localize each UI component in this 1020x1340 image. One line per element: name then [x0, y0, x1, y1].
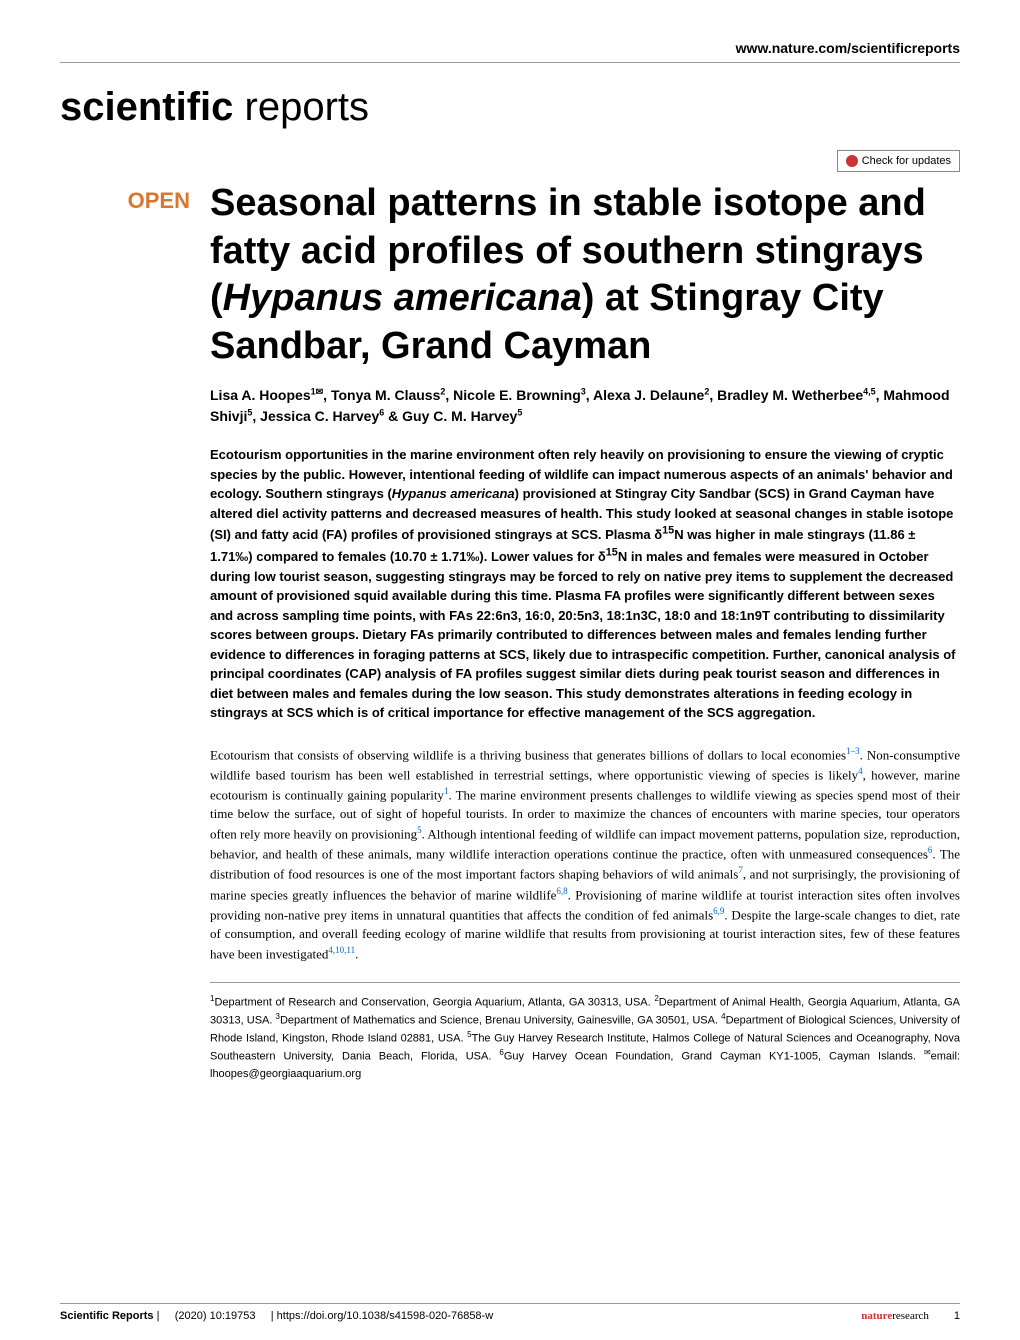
- authors: Lisa A. Hoopes1✉, Tonya M. Clauss2, Nico…: [210, 385, 960, 427]
- footer-cite-divider: |: [157, 1310, 160, 1322]
- page-number: 1: [954, 1310, 960, 1322]
- journal-title-light: reports: [233, 85, 369, 129]
- open-access-badge: OPEN: [60, 180, 190, 214]
- title-species: Hypanus americana: [223, 277, 582, 319]
- body-paragraph: Ecotourism that consists of observing wi…: [210, 745, 960, 964]
- updates-icon: [846, 155, 858, 167]
- footer-doi[interactable]: https://doi.org/10.1038/s41598-020-76858…: [277, 1310, 494, 1322]
- page-footer: Scientific Reports | (2020) 10:19753 | h…: [60, 1303, 960, 1322]
- check-updates-label: Check for updates: [862, 155, 951, 167]
- abstract-post: ) provisioned at Stingray City Sandbar (…: [210, 486, 956, 720]
- publisher-bold: nature: [861, 1310, 892, 1322]
- footer-citation: Scientific Reports | (2020) 10:19753 | h…: [60, 1310, 493, 1322]
- article-title: Seasonal patterns in stable isotope and …: [210, 180, 960, 370]
- footer-publisher: natureresearch 1: [861, 1310, 960, 1322]
- header-url: www.nature.com/scientificreports: [60, 40, 960, 56]
- publisher-light: research: [892, 1310, 929, 1322]
- abstract-species: Hypanus americana: [392, 486, 515, 501]
- footer-divider2: |: [271, 1310, 274, 1322]
- check-updates-button[interactable]: Check for updates: [837, 150, 960, 172]
- footer-journal: Scientific Reports: [60, 1310, 154, 1322]
- journal-title-bold: scientific: [60, 85, 233, 129]
- abstract: Ecotourism opportunities in the marine e…: [210, 445, 960, 723]
- footer-cite: (2020) 10:19753: [175, 1310, 256, 1322]
- journal-title: scientific reports: [60, 85, 960, 130]
- affiliations: 1Department of Research and Conservation…: [210, 982, 960, 1082]
- header-divider: [60, 62, 960, 63]
